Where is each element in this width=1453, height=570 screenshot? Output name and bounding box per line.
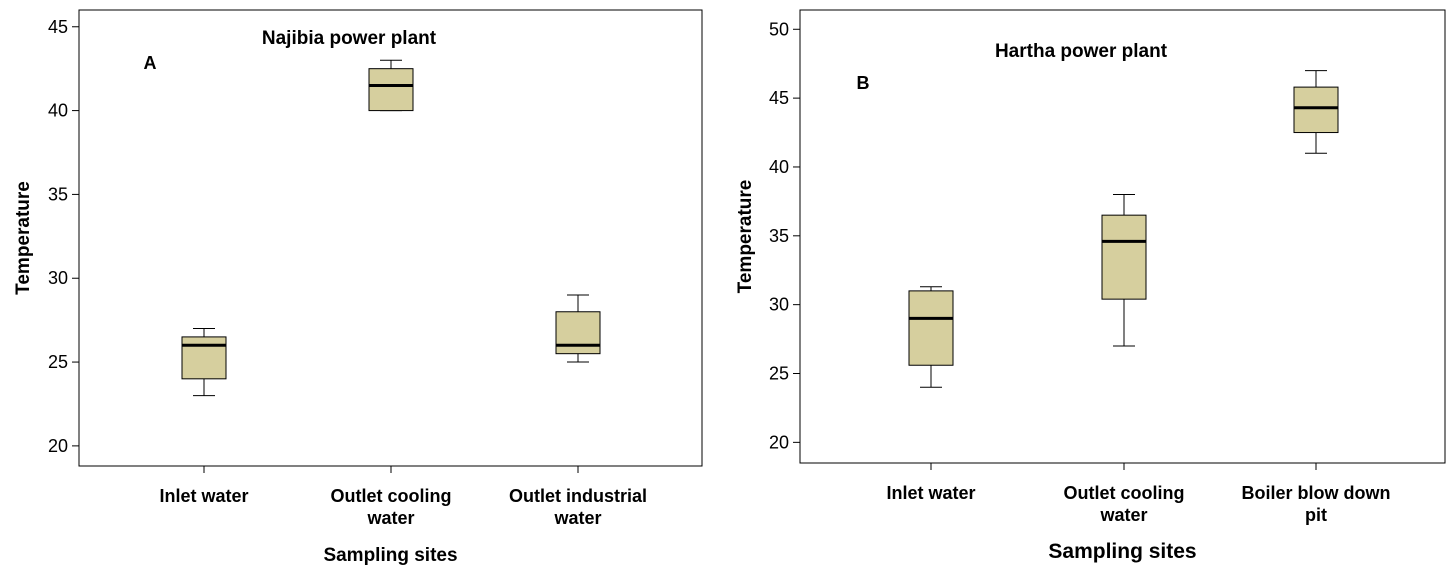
x-axis-label: Sampling sites [1048,540,1196,563]
x-category-label: Outlet cooling [1064,483,1185,503]
box-body [1293,86,1339,134]
y-tick-label: 30 [769,295,789,315]
x-category-label: Inlet water [159,486,248,506]
x-category-label: Inlet water [886,483,975,503]
plot-frame [799,9,1446,464]
y-axis-label: Temperature [735,180,756,294]
x-category-label: pit [1305,505,1327,525]
y-tick-label: 25 [48,352,68,372]
box-body [908,290,954,366]
y-tick-label: 45 [769,88,789,108]
chart-title: Hartha power plant [995,41,1168,62]
y-tick-label: 50 [769,19,789,39]
x-category-label: Boiler blow down [1242,483,1391,503]
box-2 [368,59,414,112]
y-tick-label: 20 [48,436,68,456]
y-tick-label: 20 [769,432,789,452]
x-category-label: water [366,508,414,528]
panel-label: B [857,73,870,93]
box-body [1101,214,1147,300]
y-tick-label: 40 [769,157,789,177]
box-3 [555,294,601,363]
panel-b-hartha: 20 25 30 35 40 45 50 Inlet water Outlet coolingw… [735,9,1446,563]
y-tick-label: 35 [48,184,68,204]
box-1 [908,286,954,388]
x-axis-label: Sampling sites [323,545,457,566]
y-tick-label: 40 [48,101,68,121]
box-body [181,336,227,380]
chart-title: Najibia power plant [262,28,437,49]
x-category-label: water [1099,505,1147,525]
box-body [555,311,601,355]
x-category-label: Outlet industrial [509,486,647,506]
y-tick-label: 25 [769,364,789,384]
y-tick-label: 30 [48,268,68,288]
x-category-label: water [553,508,601,528]
box-1 [181,328,227,397]
box-body [368,68,414,112]
x-category-label: Outlet cooling [331,486,452,506]
box-3 [1293,70,1339,154]
panel-label: A [144,53,157,73]
box-2 [1101,194,1147,347]
y-axis-label: Temperature [13,181,34,295]
y-tick-label: 45 [48,17,68,37]
y-tick-label: 35 [769,226,789,246]
